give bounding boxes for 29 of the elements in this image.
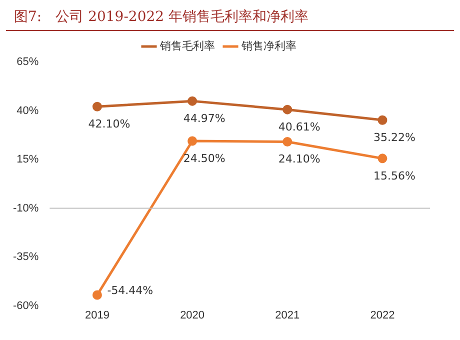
data-label: 15.56% (373, 169, 416, 182)
data-label: 35.22% (373, 130, 416, 144)
x-tick-label: 2022 (370, 309, 395, 322)
y-tick-label: 40% (16, 104, 39, 117)
point (92, 102, 102, 112)
y-tick-label: 65% (16, 56, 39, 68)
legend-label: 销售毛利率 (159, 40, 215, 53)
y-tick-label: 15% (16, 154, 39, 166)
point (188, 136, 198, 146)
x-tick-label: 2021 (275, 309, 300, 322)
data-label: 24.10% (278, 152, 320, 166)
y-tick-label: -35% (12, 251, 39, 264)
point (92, 290, 102, 300)
y-tick-label: -60% (12, 300, 39, 312)
point (378, 154, 388, 164)
y-tick-label: -10% (12, 202, 39, 214)
data-label: 40.61% (278, 120, 320, 134)
data-label: 24.50% (183, 152, 226, 165)
legend-label: 销售净利率 (240, 40, 296, 53)
x-tick-label: 2020 (180, 309, 205, 322)
point (188, 96, 198, 106)
point (282, 137, 292, 147)
x-tick-label: 2019 (84, 309, 110, 322)
point (282, 104, 292, 114)
data-label: -54.44% (107, 284, 154, 297)
point (378, 115, 388, 125)
data-label: 42.10% (88, 118, 130, 131)
chart-title: 图7: 公司 2019-2022 年销售毛利率和净利率 (6, 0, 454, 31)
data-label: 44.97% (183, 112, 226, 125)
